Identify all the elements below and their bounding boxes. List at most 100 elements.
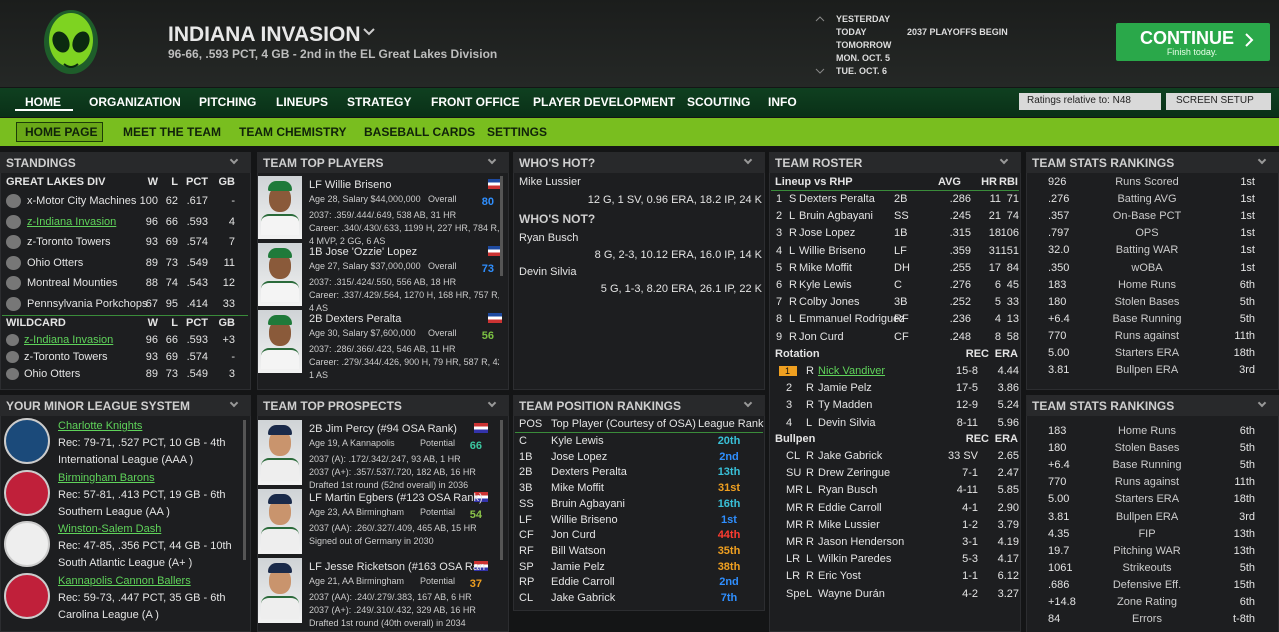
- player-name[interactable]: Jake Gabrick: [551, 592, 616, 604]
- nav-item[interactable]: PITCHING: [199, 95, 257, 109]
- nav-item[interactable]: ORGANIZATION: [89, 95, 181, 109]
- player-name[interactable]: Jason Henderson: [818, 536, 905, 548]
- player-name[interactable]: Jon Curd: [551, 529, 596, 542]
- team-link[interactable]: Birmingham Barons: [58, 471, 155, 484]
- screen-setup-label[interactable]: SCREEN SETUP: [1176, 95, 1254, 106]
- date-item[interactable]: YESTERDAY: [836, 14, 891, 24]
- position: 3B: [519, 482, 533, 495]
- player-name[interactable]: Ryan Busch: [519, 232, 579, 244]
- player-name[interactable]: Devin Silvia: [519, 266, 577, 278]
- era: 2.65: [997, 450, 1019, 462]
- player-head: [269, 499, 291, 525]
- team-name[interactable]: z-Indiana Invasion: [27, 215, 117, 228]
- player-name[interactable]: Willie Briseno: [799, 244, 866, 257]
- player-name[interactable]: Eddie Carroll: [818, 501, 882, 514]
- team-dropdown[interactable]: [362, 27, 376, 37]
- player-name[interactable]: Mike Lussier: [818, 518, 880, 531]
- player-name[interactable]: Mike Lussier: [519, 176, 581, 188]
- header-cell: Lineup vs RHP: [775, 176, 853, 188]
- nav-item[interactable]: FRONT OFFICE: [431, 95, 520, 109]
- nav-item[interactable]: SCOUTING: [687, 95, 751, 109]
- player-name[interactable]: Jose Lopez: [799, 227, 856, 240]
- nav-item[interactable]: STRATEGY: [347, 95, 412, 109]
- date-item[interactable]: TOMORROW: [836, 40, 892, 50]
- player-name[interactable]: LF Martin Egbers (#123 OSA Rank): [309, 492, 483, 504]
- player-name[interactable]: Eddie Carroll: [551, 576, 615, 589]
- continue-label[interactable]: CONTINUE: [1140, 28, 1234, 48]
- player-name[interactable]: Jamie Pelz: [818, 382, 872, 395]
- stat-rank: 6th: [1239, 278, 1255, 291]
- record: 5-3: [962, 553, 978, 566]
- player-name[interactable]: Bill Watson: [551, 544, 606, 557]
- player-name[interactable]: Ty Madden: [818, 399, 873, 412]
- player-name[interactable]: Jake Gabrick: [818, 450, 883, 462]
- player-name[interactable]: Devin Silvia: [818, 416, 876, 429]
- team-name[interactable]: z-Indiana Invasion: [24, 334, 114, 346]
- stat-value: 3.81: [1048, 510, 1070, 523]
- stat-value: 5.00: [1048, 347, 1070, 359]
- position: LF: [894, 244, 907, 257]
- cell: .549: [186, 256, 208, 269]
- team-link[interactable]: Kannapolis Cannon Ballers: [58, 574, 191, 587]
- player-name[interactable]: Wilkin Paredes: [818, 553, 892, 566]
- player-name[interactable]: Colby Jones: [799, 296, 860, 309]
- ratings-dropdown[interactable]: [1019, 93, 1161, 110]
- player-name[interactable]: Drew Zeringue: [818, 467, 891, 480]
- date-item[interactable]: TODAY: [836, 27, 867, 37]
- sub-nav-item[interactable]: TEAM CHEMISTRY: [239, 125, 347, 139]
- continue-arrow[interactable]: [1243, 32, 1255, 48]
- player-name[interactable]: LF Jesse Ricketson (#163 OSA Ran: [309, 561, 486, 573]
- player-name[interactable]: Kyle Lewis: [799, 279, 852, 291]
- date-arrows[interactable]: [814, 13, 826, 77]
- date-item[interactable]: TUE. OCT. 6: [836, 66, 888, 76]
- stat-name: Runs against: [1114, 329, 1180, 342]
- hand: L: [789, 244, 796, 257]
- player-line: 2037 (A): .172/.342/.247, 93 AB, 1 HR: [309, 454, 461, 464]
- team-link[interactable]: Winston-Salem Dash: [58, 523, 162, 535]
- sub-nav-item[interactable]: MEET THE TEAM: [123, 125, 221, 139]
- continue-button[interactable]: [1116, 23, 1270, 61]
- panel-header: [257, 395, 509, 416]
- player-name[interactable]: Wayne Durán: [818, 587, 885, 600]
- player-name[interactable]: Ryan Busch: [818, 484, 878, 497]
- panel-header: [513, 152, 765, 173]
- player-name[interactable]: 2B Jim Percy (#94 OSA Rank): [309, 423, 457, 435]
- player-name[interactable]: Dexters Peralta: [799, 193, 875, 205]
- player-name[interactable]: Willie Briseno: [551, 513, 618, 526]
- sub-nav-item[interactable]: SETTINGS: [487, 125, 548, 139]
- avg: .276: [949, 279, 971, 291]
- player-name[interactable]: Kyle Lewis: [551, 435, 604, 447]
- player-name[interactable]: 1B Jose 'Ozzie' Lopez: [309, 246, 418, 258]
- player-line: Career: .279/.344/.426, 900 H, 79 HR, 58…: [309, 357, 499, 367]
- league-rank: 44th: [717, 529, 741, 542]
- sub-nav-item[interactable]: BASEBALL CARDS: [364, 125, 476, 139]
- date-item[interactable]: MON. OCT. 5: [836, 53, 891, 63]
- league-rank: 2nd: [719, 450, 739, 463]
- cell: .414: [186, 298, 208, 310]
- player-info: Age 21, AA Birmingham: [309, 576, 405, 586]
- nav-item[interactable]: HOME: [25, 95, 61, 109]
- player-name[interactable]: Jon Curd: [799, 330, 844, 343]
- player-name[interactable]: Mike Moffit: [799, 261, 852, 274]
- player-name[interactable]: Bruin Agbayani: [799, 210, 873, 223]
- nav-item[interactable]: PLAYER DEVELOPMENT: [533, 95, 676, 109]
- sub-nav-item[interactable]: HOME PAGE: [25, 125, 98, 139]
- player-name[interactable]: Mike Moffit: [551, 482, 604, 495]
- player-name[interactable]: 2B Dexters Peralta: [309, 313, 402, 325]
- screen-setup-dropdown[interactable]: [1166, 93, 1271, 110]
- player-name[interactable]: Emmanuel Rodriguez: [799, 313, 905, 326]
- player-name[interactable]: Nick Vandiver: [818, 365, 886, 377]
- player-name[interactable]: Jose Lopez: [551, 450, 608, 463]
- player-name[interactable]: Dexters Peralta: [551, 466, 627, 479]
- player-name[interactable]: Bruin Agbayani: [551, 497, 625, 510]
- team-link[interactable]: Charlotte Knights: [58, 420, 143, 432]
- ratings-label[interactable]: Ratings relative to: N48: [1027, 95, 1131, 106]
- player-name[interactable]: Eric Yost: [818, 570, 861, 583]
- player-name[interactable]: LF Willie Briseno: [309, 179, 392, 191]
- player-cap: [268, 181, 292, 191]
- player-name[interactable]: Jamie Pelz: [551, 560, 605, 573]
- continue-sub[interactable]: Finish today.: [1166, 47, 1218, 57]
- nav-item[interactable]: INFO: [768, 95, 797, 109]
- stat-value: 5.00: [1048, 493, 1070, 506]
- nav-item[interactable]: LINEUPS: [276, 95, 329, 109]
